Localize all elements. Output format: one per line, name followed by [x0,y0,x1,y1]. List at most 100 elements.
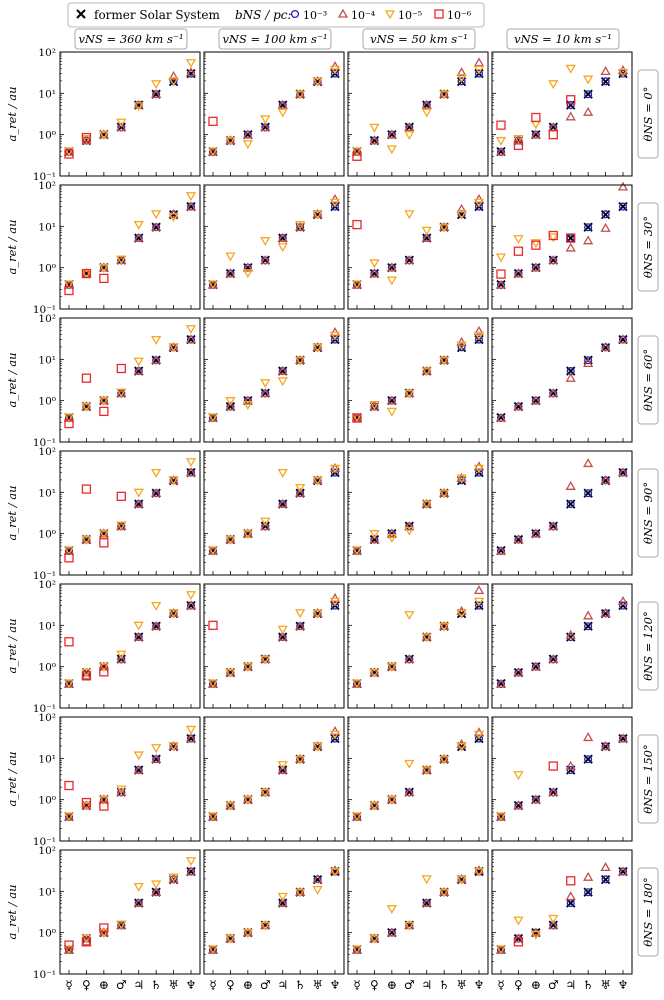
y-tick-label: 10⁰ [38,263,56,275]
point-b1e4 [404,654,415,664]
point-b1e3 [474,335,484,344]
x-tick-label: ♆ [474,978,485,992]
point-b1e5 [168,609,179,619]
y-tick-label: 10¹ [38,753,56,765]
panel-r0-c1 [203,51,345,177]
point-b1e5 [473,331,485,341]
point-b1e6 [64,418,74,429]
x-tick-label: ♃ [565,978,576,992]
y-tick-label: 10⁻¹ [33,171,56,183]
y-tick-label: 10⁻¹ [33,836,56,848]
panel-frame [203,849,345,975]
point-b1e5 [295,609,306,619]
point-b1e4 [583,732,594,742]
point-b1e4 [617,181,629,191]
point-b1e5 [63,679,75,689]
panel-frame [203,184,345,310]
point-b1e5 [185,591,197,601]
point-b1e5 [351,812,363,822]
point-b1e5 [242,663,253,672]
point-b1e5 [456,875,467,885]
legend-entry-b1e4: 10⁻⁴ [337,8,376,22]
point-b1e5 [260,655,271,665]
point-b1e5 [151,880,162,890]
point-b1e4 [386,528,397,538]
point-b1e5 [225,668,236,678]
point-b1e6 [566,95,576,105]
y-tick-label: 10¹ [38,487,56,499]
point-b1e4 [565,242,576,252]
point-b1e5 [473,597,485,607]
point-b1e5 [495,136,507,146]
point-b1e4 [369,268,380,278]
panel-r2-c0: 10⁻¹ 10⁰ 10¹ 10² [33,313,201,449]
x-tick-label: ⊕ [531,978,541,992]
point-b1e3 [330,468,340,477]
point-b1e5 [242,929,253,938]
point-b1e4 [495,412,507,422]
point-b1e5 [242,796,253,805]
point-b1e3 [566,101,575,110]
panel-frame [491,716,633,842]
panel-r0-c0: 10⁻¹ 10⁰ 10¹ 10² [33,47,201,183]
panel-r1-c0: 10⁻¹ 10⁰ 10¹ 10² [33,180,201,316]
point-b1e5 [151,80,162,90]
point-b1e5 [386,663,397,672]
point-b1e4 [495,545,507,555]
point-b1e5 [439,888,450,898]
point-b1e5 [185,725,197,735]
y-axis-label: a_ret / au [5,87,19,142]
point-b1e5 [473,867,485,877]
point-b1e4 [151,88,162,98]
point-b1e3 [601,77,610,86]
x-tick-label: ♆ [186,978,197,992]
point-b1e4 [277,99,288,109]
panel-frame [59,184,201,310]
panel-r5-c2 [347,716,489,842]
point-b1e3 [330,601,340,610]
row-title-text: θNS = 30° [641,216,655,278]
x-tick-label: ♂ [548,978,559,992]
point-b1e5 [207,546,219,556]
x-tick-label: ♀ [370,978,379,992]
point-b1e5 [495,945,507,955]
point-b1e5 [98,929,109,938]
point-b1e5 [185,857,197,867]
point-b1e5 [168,873,179,883]
point-b1e6 [81,268,92,279]
point-b1e6 [99,923,109,933]
panel-r3-c1 [203,450,345,576]
point-b1e4 [583,106,594,116]
point-b1e5 [456,73,467,83]
point-b1e5 [439,489,450,499]
point-b1e5 [116,920,127,930]
point-b1e4 [530,262,541,272]
point-b1e3 [474,202,484,211]
point-b1e4 [242,262,253,272]
point-b1e4 [386,395,397,405]
point-b1e6 [208,116,218,126]
x-tick-label: ♅ [456,978,467,992]
point-b1e4 [133,232,144,242]
point-b1e4 [583,458,594,468]
x-tick-label: ♂ [116,978,127,992]
point-b1e4 [404,122,415,132]
point-b1e5 [404,210,415,220]
panel-frame [59,716,201,842]
point-b1e4 [548,255,559,265]
point-b1e5 [133,882,144,892]
point-b1e4 [565,760,576,770]
y-tick-label: 10¹ [38,354,56,366]
point-b1e5 [421,108,432,118]
point-b1e3 [457,77,466,86]
y-axis-label: a_ret / au [5,752,19,807]
point-b1e4 [260,255,271,265]
point-b1e5 [312,476,323,486]
row-title: θNS = 60° [637,335,659,425]
point-b1e5 [133,621,144,631]
point-b1e5 [513,135,524,144]
point-b1e5 [133,357,144,367]
point-b1e5 [312,77,323,87]
point-b1e6 [566,876,576,886]
